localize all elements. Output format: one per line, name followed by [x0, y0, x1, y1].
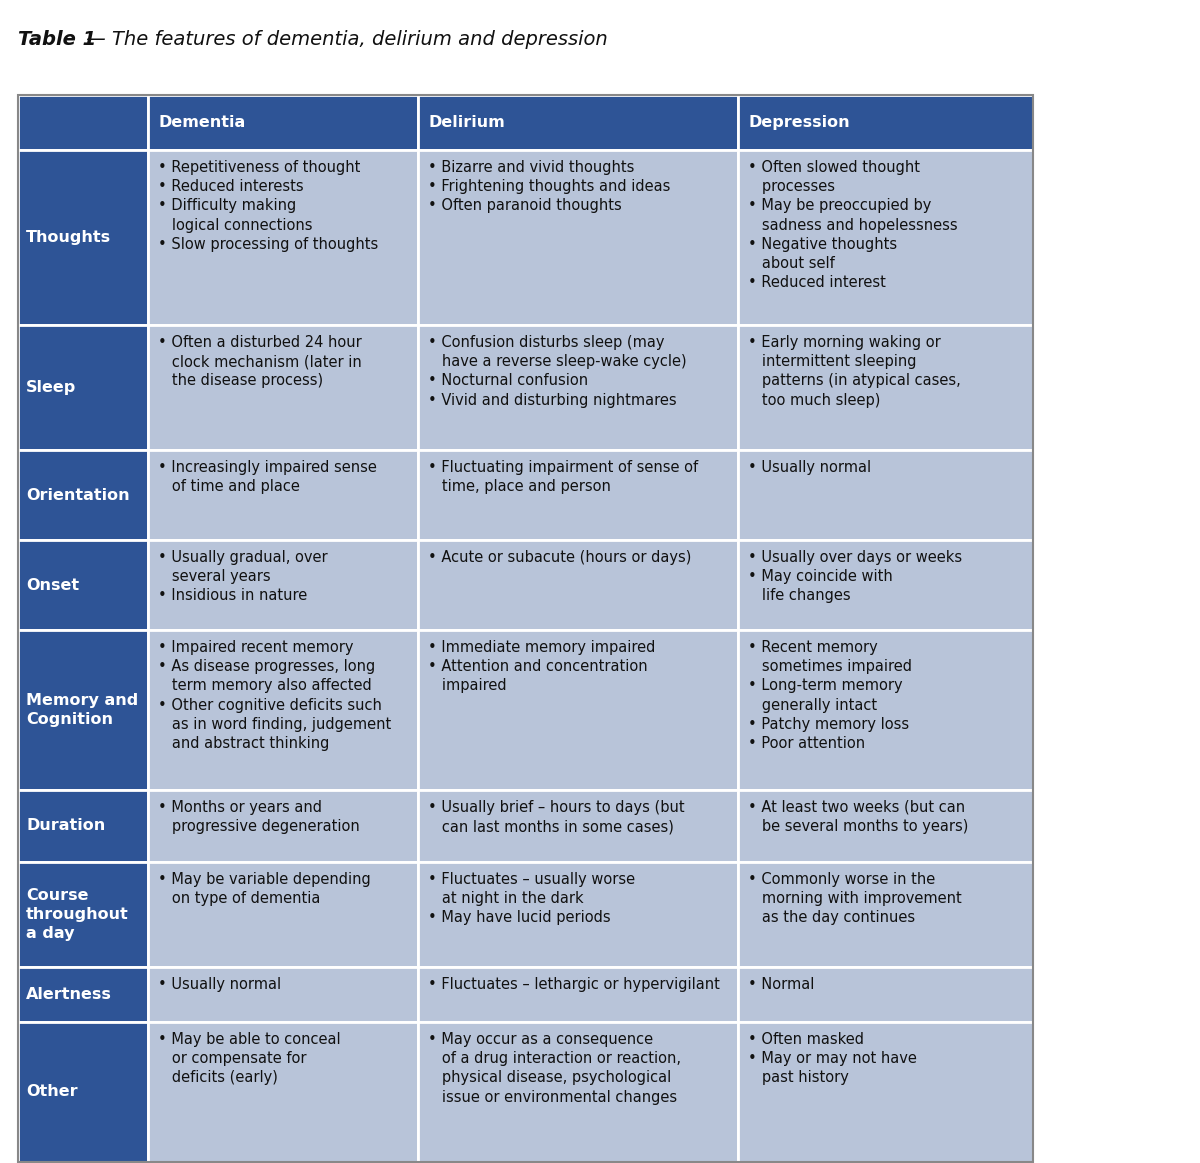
Text: • Months or years and
   progressive degeneration: • Months or years and progressive degene… — [158, 800, 360, 834]
Text: Thoughts: Thoughts — [26, 230, 112, 245]
Bar — [148, 540, 418, 630]
Text: • Repetitiveness of thought
• Reduced interests
• Difficulty making
   logical c: • Repetitiveness of thought • Reduced in… — [158, 160, 378, 252]
Text: Course
throughout
a day: Course throughout a day — [26, 887, 128, 941]
Text: • Impaired recent memory
• As disease progresses, long
   term memory also affec: • Impaired recent memory • As disease pr… — [158, 640, 391, 751]
Text: • Recent memory
   sometimes impaired
• Long-term memory
   generally intact
• P: • Recent memory sometimes impaired • Lon… — [748, 640, 912, 751]
Bar — [148, 966, 418, 1022]
Bar — [18, 150, 148, 324]
Bar — [18, 966, 148, 1022]
Text: • Early morning waking or
   intermittent sleeping
   patterns (in atypical case: • Early morning waking or intermittent s… — [748, 335, 961, 407]
Text: • Bizarre and vivid thoughts
• Frightening thoughts and ideas
• Often paranoid t: • Bizarre and vivid thoughts • Frighteni… — [428, 160, 671, 213]
Bar — [148, 862, 418, 966]
Bar — [18, 324, 148, 450]
Text: Orientation: Orientation — [26, 487, 130, 502]
Text: • Often slowed thought
   processes
• May be preoccupied by
   sadness and hopel: • Often slowed thought processes • May b… — [748, 160, 958, 291]
Text: • May be variable depending
   on type of dementia: • May be variable depending on type of d… — [158, 872, 371, 906]
Text: Other: Other — [26, 1085, 78, 1099]
Text: • Immediate memory impaired
• Attention and concentration
   impaired: • Immediate memory impaired • Attention … — [428, 640, 655, 693]
Bar — [18, 95, 148, 150]
Bar — [18, 630, 148, 790]
Text: Duration: Duration — [26, 819, 106, 834]
Text: • Usually over days or weeks
• May coincide with
   life changes: • Usually over days or weeks • May coinc… — [748, 550, 962, 604]
Bar — [18, 1022, 148, 1162]
Bar — [148, 1022, 418, 1162]
Bar — [18, 450, 148, 540]
Text: • Increasingly impaired sense
   of time and place: • Increasingly impaired sense of time an… — [158, 461, 377, 494]
Text: Table 1: Table 1 — [18, 30, 96, 49]
Bar — [418, 450, 738, 540]
Bar — [148, 150, 418, 324]
Text: • Commonly worse in the
   morning with improvement
   as the day continues: • Commonly worse in the morning with imp… — [748, 872, 961, 926]
Text: • Acute or subacute (hours or days): • Acute or subacute (hours or days) — [428, 550, 691, 565]
Bar — [418, 966, 738, 1022]
Text: Depression: Depression — [748, 115, 850, 130]
Text: Dementia: Dementia — [158, 115, 245, 130]
Text: Sleep: Sleep — [26, 380, 77, 395]
Bar — [18, 862, 148, 966]
Bar — [148, 450, 418, 540]
Bar — [738, 324, 1033, 450]
Bar — [148, 790, 418, 862]
Bar — [18, 95, 1033, 1162]
Bar — [418, 540, 738, 630]
Text: • Usually brief – hours to days (but
   can last months in some cases): • Usually brief – hours to days (but can… — [428, 800, 685, 834]
Bar — [738, 1022, 1033, 1162]
Bar — [738, 966, 1033, 1022]
Text: • Usually normal: • Usually normal — [748, 461, 871, 475]
Bar — [148, 95, 418, 150]
Bar — [418, 862, 738, 966]
Bar — [418, 150, 738, 324]
Bar — [738, 630, 1033, 790]
Bar — [18, 790, 148, 862]
Text: • Confusion disturbs sleep (may
   have a reverse sleep-wake cycle)
• Nocturnal : • Confusion disturbs sleep (may have a r… — [428, 335, 686, 407]
Text: • At least two weeks (but can
   be several months to years): • At least two weeks (but can be several… — [748, 800, 968, 834]
Text: • May be able to conceal
   or compensate for
   deficits (early): • May be able to conceal or compensate f… — [158, 1032, 341, 1085]
Text: • Fluctuates – usually worse
   at night in the dark
• May have lucid periods: • Fluctuates – usually worse at night in… — [428, 872, 635, 926]
Text: • Normal: • Normal — [748, 977, 815, 992]
Text: Alertness: Alertness — [26, 987, 112, 1003]
Bar — [418, 95, 738, 150]
Bar — [418, 324, 738, 450]
Bar — [738, 450, 1033, 540]
Bar — [418, 1022, 738, 1162]
Text: • Fluctuating impairment of sense of
   time, place and person: • Fluctuating impairment of sense of tim… — [428, 461, 698, 494]
Bar — [738, 540, 1033, 630]
Text: • Often a disturbed 24 hour
   clock mechanism (later in
   the disease process): • Often a disturbed 24 hour clock mechan… — [158, 335, 361, 388]
Bar — [738, 95, 1033, 150]
Bar — [148, 324, 418, 450]
Text: • Fluctuates – lethargic or hypervigilant: • Fluctuates – lethargic or hypervigilan… — [428, 977, 720, 992]
Text: • Usually gradual, over
   several years
• Insidious in nature: • Usually gradual, over several years • … — [158, 550, 328, 604]
Bar — [148, 630, 418, 790]
Bar — [738, 150, 1033, 324]
Text: • Often masked
• May or may not have
   past history: • Often masked • May or may not have pas… — [748, 1032, 917, 1085]
Text: Delirium: Delirium — [428, 115, 505, 130]
Bar — [18, 540, 148, 630]
Bar — [418, 630, 738, 790]
Bar — [738, 862, 1033, 966]
Text: Memory and
Cognition: Memory and Cognition — [26, 693, 138, 727]
Text: • Usually normal: • Usually normal — [158, 977, 281, 992]
Bar — [418, 790, 738, 862]
Text: — The features of dementia, delirium and depression: — The features of dementia, delirium and… — [80, 30, 607, 49]
Text: • May occur as a consequence
   of a drug interaction or reaction,
   physical d: • May occur as a consequence of a drug i… — [428, 1032, 682, 1105]
Text: Onset: Onset — [26, 578, 79, 592]
Bar — [738, 790, 1033, 862]
